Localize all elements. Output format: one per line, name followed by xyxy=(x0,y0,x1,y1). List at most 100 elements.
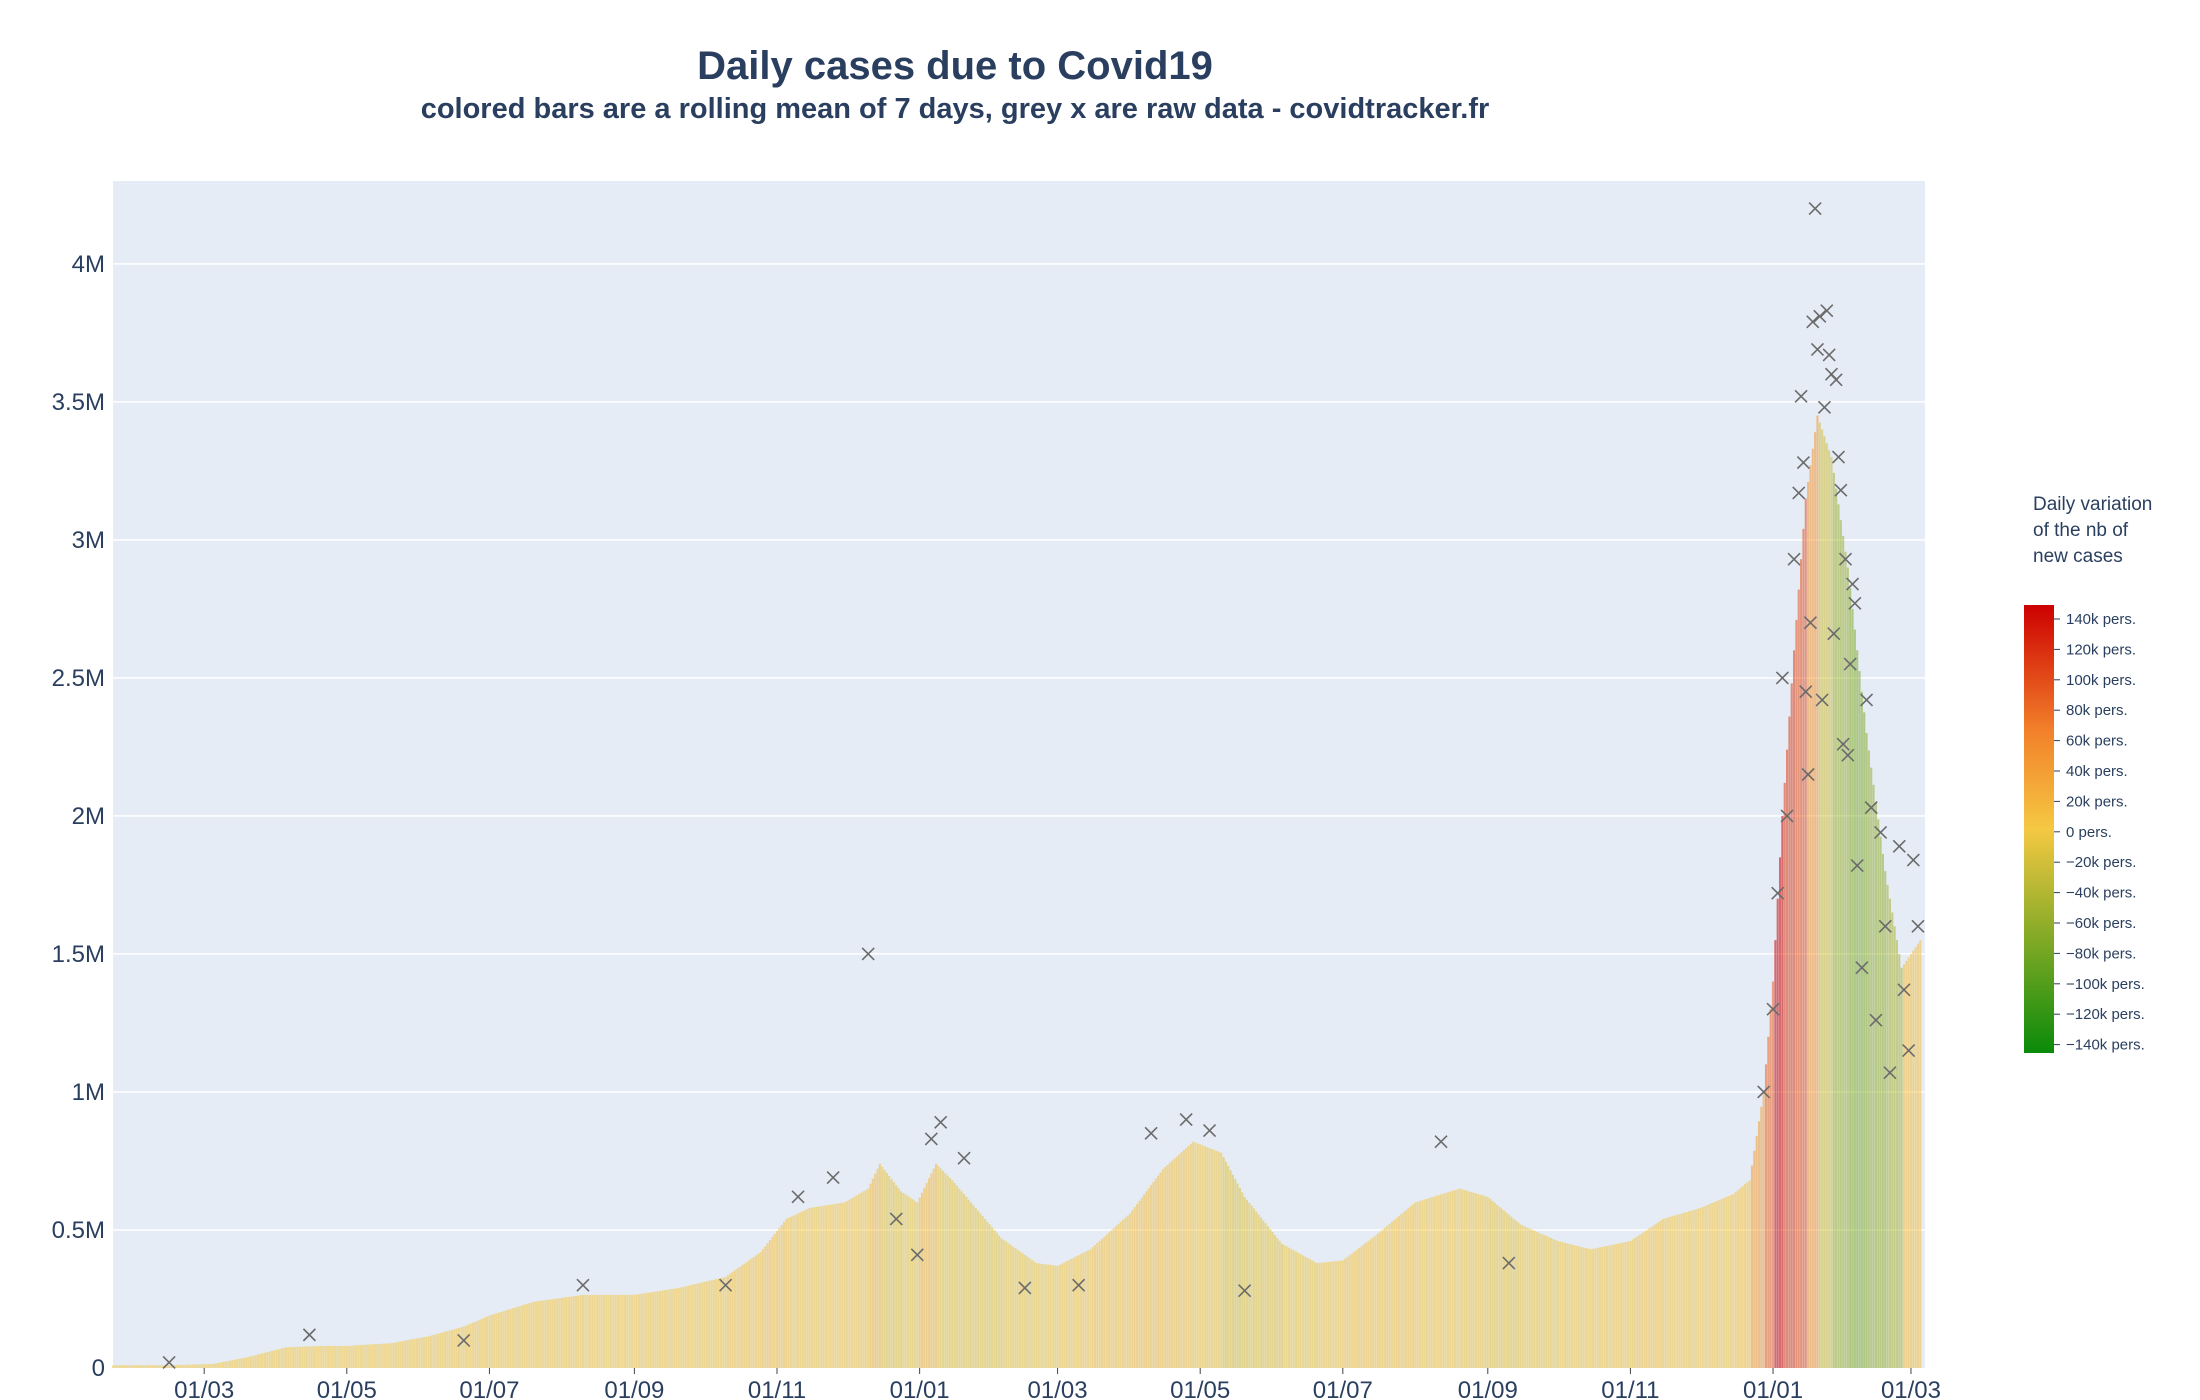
x-tick-label: 01/03 xyxy=(1028,1377,1088,1400)
rolling-mean-bar xyxy=(1435,1195,1438,1368)
rolling-mean-bar xyxy=(378,1343,381,1368)
rolling-mean-bar xyxy=(789,1216,793,1368)
rolling-mean-bar xyxy=(1874,802,1877,1368)
rolling-mean-bar xyxy=(1643,1231,1646,1368)
rolling-mean-bar xyxy=(1217,1151,1220,1368)
rolling-mean-bar xyxy=(1456,1189,1459,1368)
rolling-mean-bar xyxy=(1898,953,1901,1368)
rolling-mean-bar xyxy=(1084,1251,1087,1368)
rolling-mean-bar xyxy=(268,1351,271,1368)
rolling-mean-bar xyxy=(1280,1243,1284,1368)
rolling-mean-bar xyxy=(1657,1222,1660,1368)
rolling-mean-bar xyxy=(1851,608,1854,1368)
rolling-mean-bar xyxy=(118,1365,122,1368)
raw-data-marker xyxy=(791,1190,805,1204)
rolling-mean-bar xyxy=(1919,940,1922,1368)
rolling-mean-bar xyxy=(394,1342,397,1368)
rolling-mean-bar xyxy=(238,1358,241,1368)
rolling-mean-bar xyxy=(1605,1245,1609,1368)
rolling-mean-bar xyxy=(647,1292,650,1368)
rolling-mean-bar xyxy=(266,1352,269,1368)
rolling-mean-bar xyxy=(1093,1245,1097,1368)
x-tick-label: 01/07 xyxy=(459,1377,519,1400)
rolling-mean-bar xyxy=(1402,1212,1405,1368)
x-tick-label: 01/09 xyxy=(1458,1377,1518,1400)
rolling-mean-bar xyxy=(638,1294,641,1368)
rolling-mean-bar xyxy=(483,1317,486,1368)
rolling-mean-bar xyxy=(1790,683,1793,1368)
x-tick-label: 01/01 xyxy=(1743,1377,1803,1400)
rolling-mean-bar xyxy=(123,1365,126,1368)
rolling-mean-bar xyxy=(1173,1158,1176,1368)
rolling-mean-bar xyxy=(137,1365,140,1368)
rolling-mean-bar xyxy=(703,1281,706,1368)
rolling-mean-bar xyxy=(747,1260,751,1368)
rolling-mean-bar xyxy=(1063,1262,1066,1368)
rolling-mean-bar xyxy=(193,1364,196,1368)
rolling-mean-bar xyxy=(1503,1210,1506,1368)
rolling-mean-bar xyxy=(1028,1258,1031,1368)
x-tick-label: 01/03 xyxy=(1881,1377,1941,1400)
rolling-mean-bar xyxy=(904,1194,907,1368)
rolling-mean-bar xyxy=(1145,1191,1148,1368)
rolling-mean-bar xyxy=(867,1188,870,1368)
rolling-mean-bar xyxy=(1641,1233,1644,1368)
rolling-mean-bar xyxy=(1196,1143,1199,1368)
rolling-mean-bar xyxy=(963,1194,966,1368)
rolling-mean-bar xyxy=(1902,964,1906,1368)
rolling-mean-bar xyxy=(1150,1185,1153,1368)
rolling-mean-bar xyxy=(1304,1256,1307,1368)
rolling-mean-bar xyxy=(1327,1261,1330,1368)
rolling-mean-bar xyxy=(551,1299,554,1368)
rolling-mean-bar xyxy=(1425,1198,1429,1368)
rolling-mean-bar xyxy=(1175,1156,1178,1368)
rolling-mean-bar xyxy=(460,1327,463,1368)
raw-data-marker xyxy=(1813,309,1827,323)
rolling-mean-bar xyxy=(306,1346,309,1368)
rolling-mean-bar xyxy=(317,1346,320,1368)
rolling-mean-bar xyxy=(934,1163,938,1368)
rolling-mean-bar xyxy=(768,1240,772,1368)
rolling-mean-bar xyxy=(493,1314,496,1368)
rolling-mean-bar xyxy=(1164,1167,1167,1368)
rolling-mean-bar xyxy=(1002,1239,1005,1368)
rolling-mean-bar xyxy=(1577,1246,1581,1368)
rolling-mean-bar xyxy=(1414,1202,1417,1368)
rolling-mean-bar xyxy=(1058,1264,1061,1368)
rolling-mean-bar xyxy=(1788,716,1791,1368)
rolling-mean-bar xyxy=(1701,1206,1704,1368)
x-tick-label: 01/01 xyxy=(890,1377,950,1400)
rolling-mean-bar xyxy=(1110,1230,1113,1368)
raw-data-marker xyxy=(457,1333,471,1347)
rolling-mean-bar xyxy=(156,1365,159,1368)
raw-data-marker xyxy=(1792,486,1806,500)
rolling-mean-bar xyxy=(715,1279,718,1368)
rolling-mean-bar xyxy=(1362,1244,1365,1368)
raw-data-marker xyxy=(910,1248,924,1262)
rolling-mean-bar xyxy=(385,1343,388,1368)
rolling-mean-bar xyxy=(324,1345,327,1368)
rolling-mean-bar xyxy=(1126,1215,1129,1368)
rolling-mean-bar xyxy=(581,1294,585,1368)
rolling-mean-bar xyxy=(1750,1165,1754,1368)
rolling-mean-bar xyxy=(390,1343,393,1368)
rolling-mean-bar xyxy=(210,1363,213,1368)
rolling-mean-bar xyxy=(1383,1227,1386,1368)
raw-data-marker xyxy=(826,1170,840,1185)
rolling-mean-bar xyxy=(818,1206,821,1368)
rolling-mean-bar xyxy=(1346,1256,1349,1368)
rolling-mean-bar xyxy=(1482,1195,1485,1368)
rolling-mean-bar xyxy=(1313,1261,1316,1368)
rolling-mean-bar xyxy=(1835,488,1838,1368)
rolling-mean-bar xyxy=(972,1205,975,1368)
rolling-mean-bar xyxy=(1489,1198,1492,1368)
rolling-mean-bar xyxy=(486,1316,489,1368)
rolling-mean-bar xyxy=(1615,1243,1618,1368)
rolling-mean-bar xyxy=(1598,1247,1602,1368)
rolling-mean-bar xyxy=(467,1324,470,1368)
rolling-mean-bar xyxy=(797,1213,800,1368)
rolling-mean-bar xyxy=(371,1344,374,1368)
rolling-mean-bar xyxy=(448,1330,451,1368)
rolling-mean-bar xyxy=(892,1182,895,1368)
rolling-mean-bar xyxy=(1603,1246,1606,1368)
